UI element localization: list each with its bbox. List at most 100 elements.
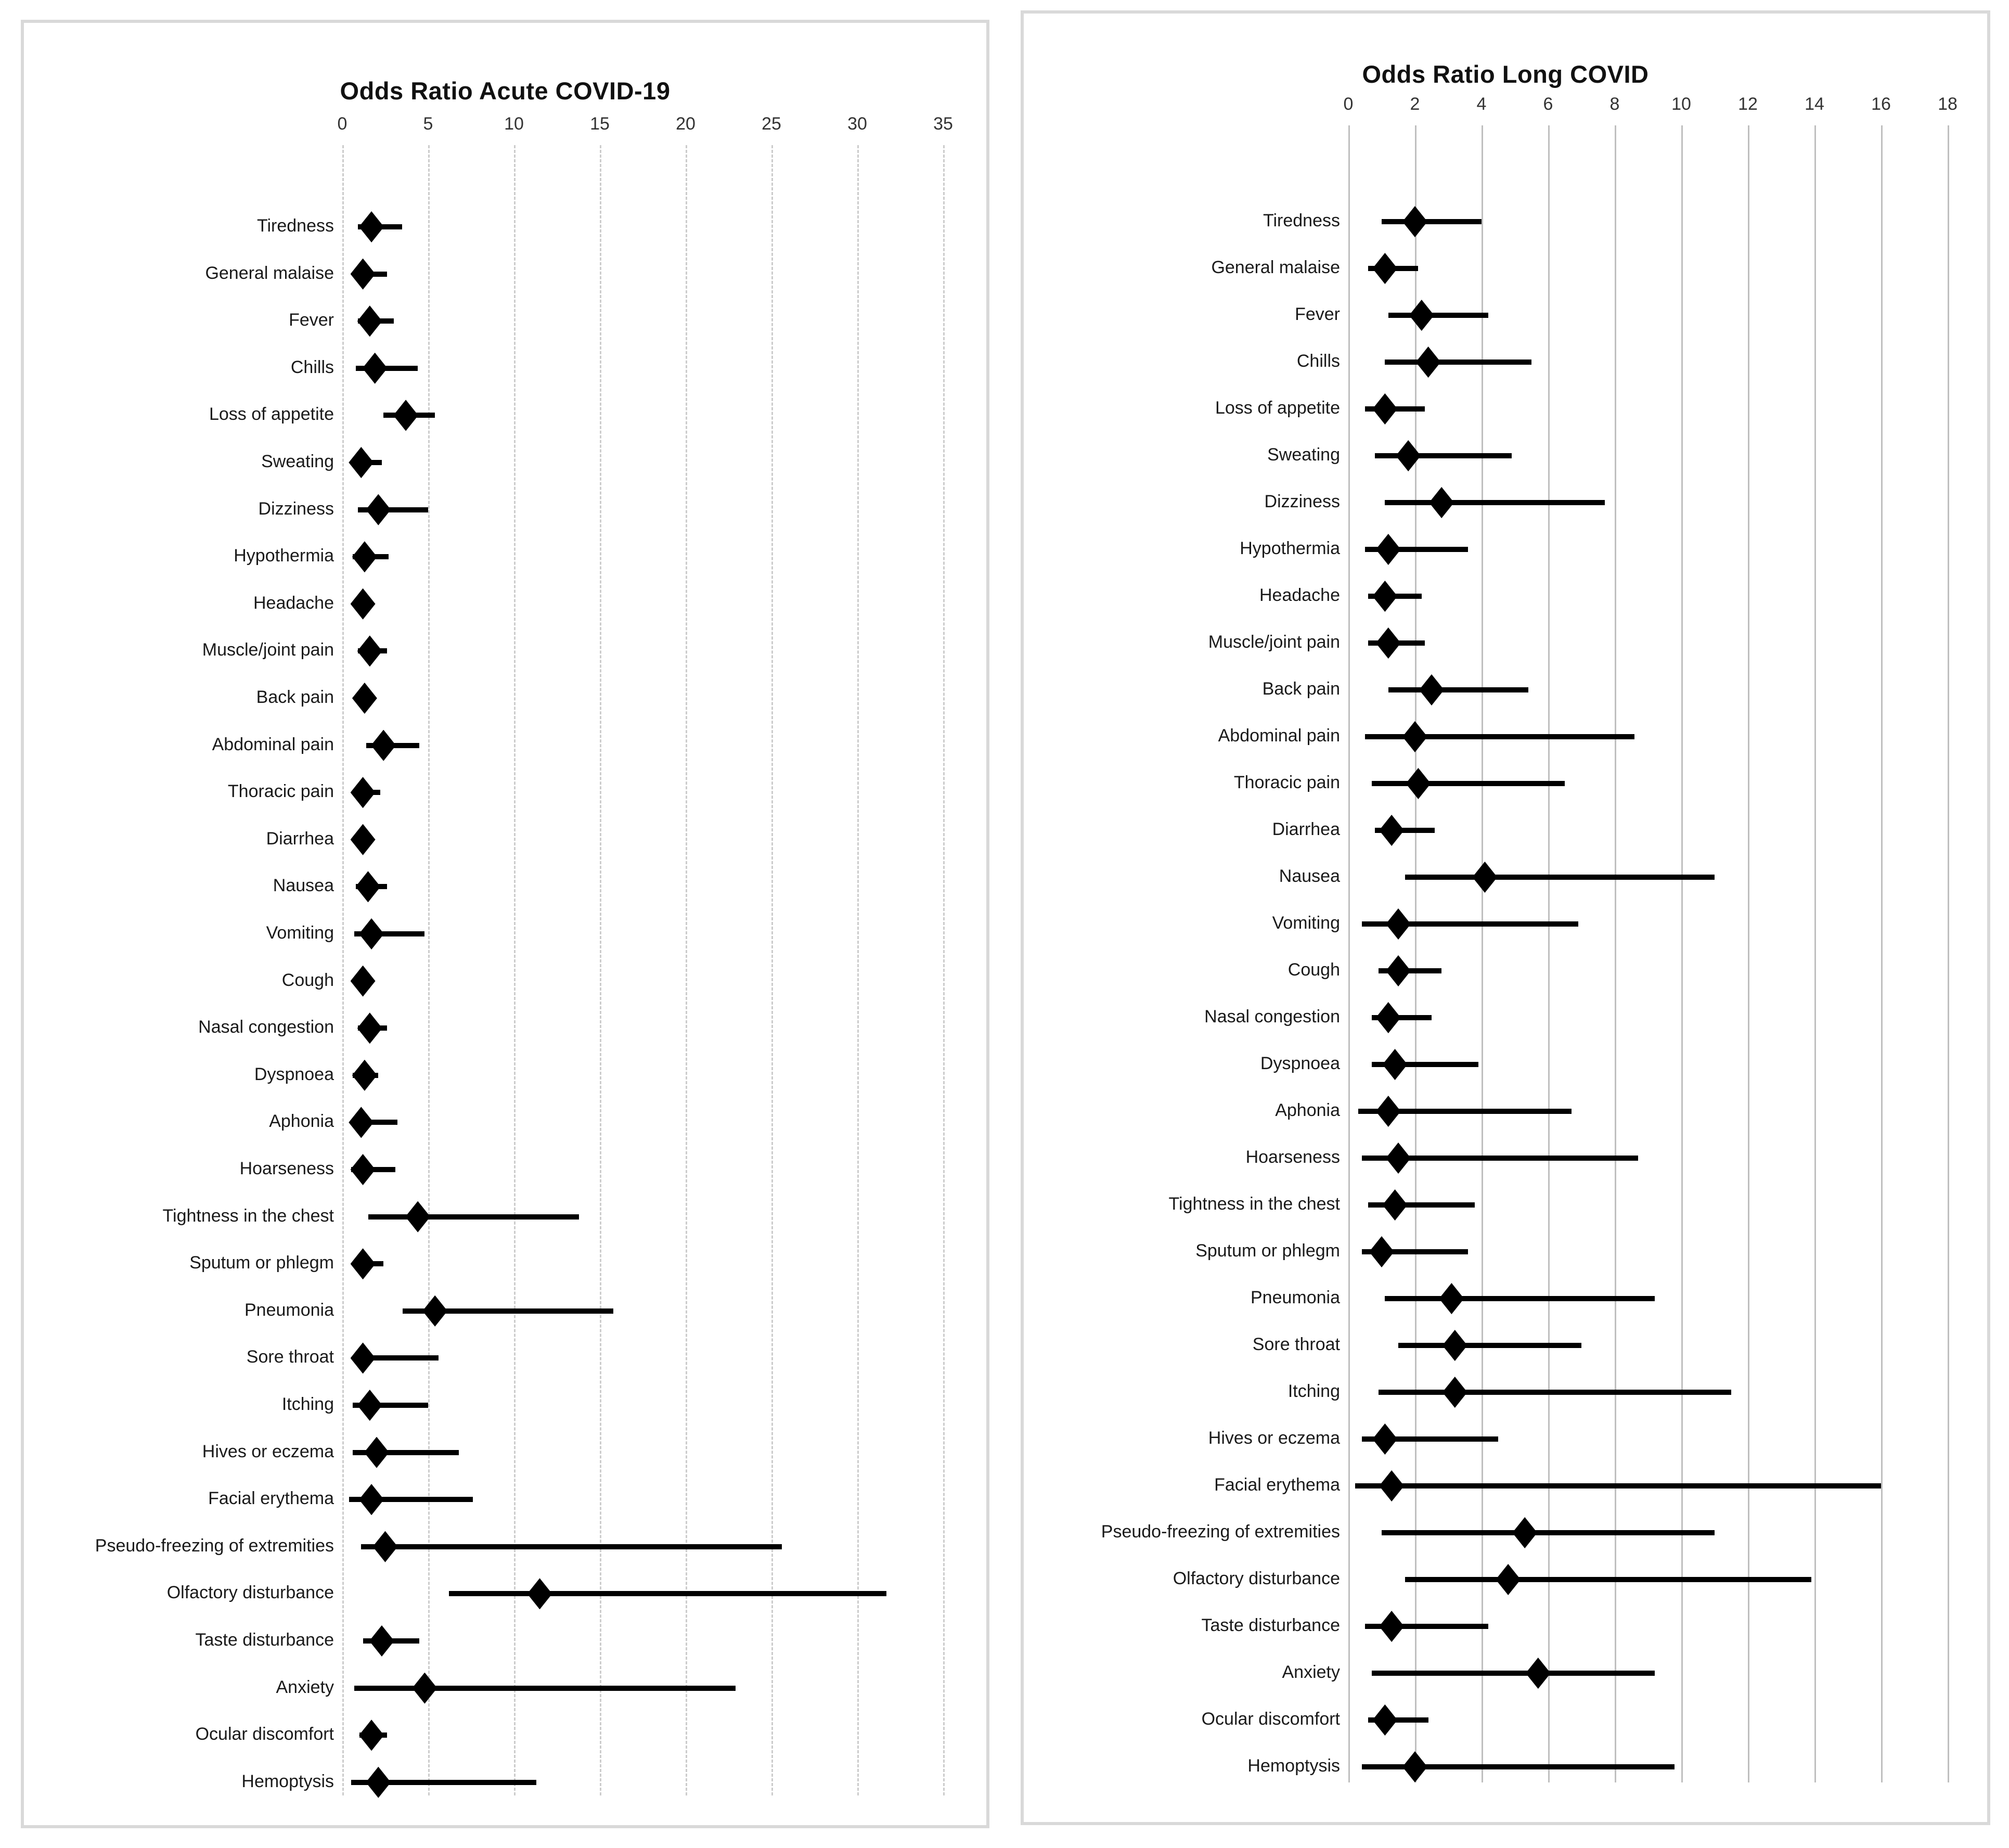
category-label: Hemoptysis (1247, 1756, 1340, 1776)
odds-ratio-diamond-marker (357, 1012, 382, 1044)
category-label: Muscle/joint pain (202, 640, 334, 660)
category-label: Abdominal pain (212, 734, 334, 754)
ci-whisker (1378, 1390, 1731, 1395)
ci-whisker (1375, 828, 1435, 833)
gridline (1348, 125, 1350, 1782)
x-tick-label: 10 (1671, 94, 1691, 114)
category-label: Cough (281, 970, 334, 990)
odds-ratio-diamond-marker (422, 1295, 448, 1327)
ci-whisker (1382, 219, 1482, 224)
category-label: Cough (1287, 960, 1340, 980)
ci-whisker (361, 1544, 782, 1549)
odds-ratio-diamond-marker (359, 1719, 384, 1751)
ci-whisker (1371, 1062, 1478, 1067)
category-label: Thoracic pain (227, 781, 334, 802)
gridline (514, 145, 516, 1795)
ci-whisker (357, 507, 428, 512)
odds-ratio-diamond-marker (350, 965, 376, 997)
category-label: Aphonia (1275, 1100, 1340, 1120)
gridline (1615, 125, 1616, 1782)
category-label: Thoracic pain (1233, 773, 1340, 792)
category-label: Dizziness (258, 498, 334, 519)
category-label: Itching (281, 1394, 334, 1414)
odds-ratio-diamond-marker (350, 777, 376, 808)
gridline (1881, 125, 1883, 1782)
gridline (1814, 125, 1816, 1782)
odds-ratio-diamond-marker (350, 824, 376, 855)
odds-ratio-diamond-marker (405, 1201, 431, 1233)
odds-ratio-diamond-marker (369, 1625, 394, 1657)
ci-whisker (402, 1308, 614, 1314)
ci-whisker (1405, 1577, 1811, 1582)
category-label: Hypothermia (234, 546, 334, 566)
x-tick-label: 14 (1805, 94, 1824, 114)
gridline (1482, 125, 1483, 1782)
category-label: Pseudo-freezing of extremities (1101, 1522, 1340, 1542)
odds-ratio-diamond-marker (366, 1766, 391, 1798)
category-label: Pneumonia (244, 1300, 334, 1320)
odds-ratio-diamond-marker (412, 1672, 437, 1704)
category-label: Tiredness (1263, 211, 1340, 230)
category-label: Olfactory disturbance (1173, 1569, 1340, 1588)
category-label: Headache (253, 593, 334, 613)
odds-ratio-diamond-marker (1472, 862, 1498, 893)
odds-ratio-diamond-marker (350, 1342, 376, 1374)
odds-ratio-diamond-marker (1386, 1143, 1411, 1174)
category-label: Sore throat (1252, 1334, 1340, 1354)
category-label: Back pain (256, 687, 334, 707)
odds-ratio-diamond-marker (1375, 1002, 1401, 1033)
odds-ratio-diamond-marker (1375, 1096, 1401, 1127)
ci-whisker (1365, 547, 1469, 552)
category-label: Headache (1259, 585, 1340, 605)
odds-ratio-diamond-marker (1375, 534, 1401, 565)
odds-ratio-diamond-marker (352, 1059, 377, 1091)
category-label: Facial erythema (1214, 1475, 1340, 1495)
odds-ratio-diamond-marker (357, 1390, 382, 1421)
category-label: Hives or eczema (1208, 1428, 1340, 1448)
category-label: Nausea (1279, 866, 1340, 886)
ci-whisker (354, 1685, 736, 1691)
x-tick-label: 25 (762, 114, 781, 134)
ci-whisker (1361, 1436, 1498, 1442)
category-label: Sweating (261, 452, 334, 471)
category-label: Taste disturbance (195, 1630, 334, 1650)
gridline (600, 145, 601, 1795)
ci-whisker (354, 931, 425, 936)
odds-ratio-diamond-marker (350, 258, 376, 290)
category-label: Tightness in the chest (162, 1205, 334, 1226)
odds-ratio-diamond-marker (1379, 1470, 1405, 1502)
category-label: General malaise (205, 263, 334, 283)
odds-ratio-diamond-marker (1386, 908, 1411, 940)
odds-ratio-diamond-marker (1372, 581, 1398, 612)
odds-ratio-diamond-marker (1372, 393, 1398, 425)
odds-ratio-diamond-marker (350, 588, 376, 620)
x-tick-label: 20 (676, 114, 696, 134)
ci-whisker (349, 1497, 473, 1503)
category-label: Diarrhea (1272, 819, 1340, 839)
category-label: Diarrhea (266, 828, 334, 849)
category-label: Fever (1295, 304, 1340, 324)
category-label: Hoarseness (239, 1159, 334, 1178)
category-label: Dyspnoea (1260, 1054, 1340, 1073)
odds-ratio-diamond-marker (1406, 768, 1431, 799)
ci-whisker (1375, 453, 1512, 458)
category-label: Sweating (1267, 445, 1340, 465)
chart-title-long: Odds Ratio Long COVID (1362, 60, 1649, 88)
ci-whisker (1371, 781, 1565, 786)
odds-ratio-diamond-marker (1409, 300, 1434, 331)
gridline (1415, 125, 1416, 1782)
ci-whisker (1361, 1156, 1638, 1161)
ci-whisker (1355, 1483, 1881, 1488)
category-label: Chills (290, 357, 334, 377)
odds-ratio-diamond-marker (357, 635, 382, 667)
odds-ratio-diamond-marker (1402, 1751, 1427, 1782)
gridline (428, 145, 430, 1795)
gridline (1548, 125, 1550, 1782)
x-tick-label: 2 (1410, 94, 1420, 114)
ci-whisker (1385, 500, 1605, 505)
ci-whisker (368, 1214, 579, 1220)
gridline (1748, 125, 1749, 1782)
ci-whisker (1361, 1764, 1675, 1769)
odds-ratio-diamond-marker (1442, 1377, 1467, 1408)
odds-ratio-diamond-marker (352, 683, 377, 714)
